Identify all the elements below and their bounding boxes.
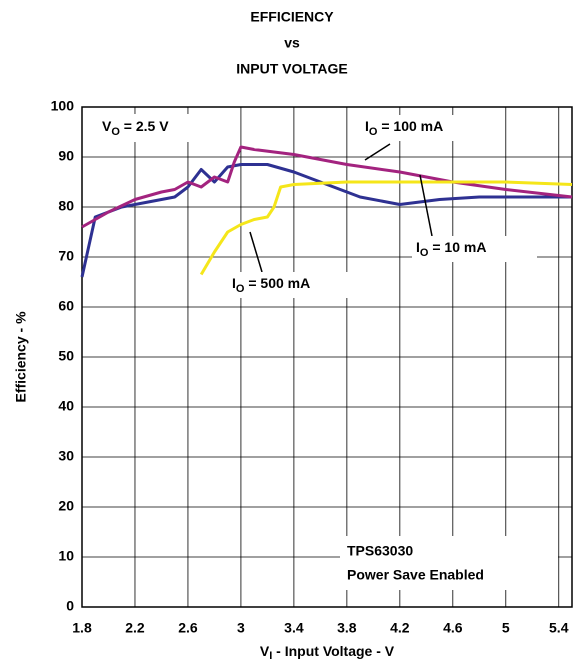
- y-tick-label: 0: [66, 598, 74, 614]
- y-tick-label: 100: [51, 98, 75, 114]
- y-tick-label: 20: [58, 498, 74, 514]
- y-tick-label: 70: [58, 248, 74, 264]
- label-box: [96, 114, 196, 142]
- y-tick-label: 60: [58, 298, 74, 314]
- plot-frame: [81, 106, 573, 608]
- annotation: Power Save Enabled: [347, 567, 484, 583]
- annotation-part: = 2.5 V: [120, 118, 169, 134]
- annotation-part: I: [232, 275, 236, 291]
- leader-line: [419, 174, 433, 237]
- annotation-part: V: [102, 118, 112, 134]
- annotation-part: = 100 mA: [377, 118, 443, 134]
- x-tick-label: 4.6: [443, 620, 463, 636]
- y-tick-label: 30: [58, 448, 74, 464]
- annotation-part: I: [365, 118, 369, 134]
- label-box: [412, 236, 537, 262]
- chart-title: INPUT VOLTAGE: [236, 61, 347, 77]
- annotation: IO = 10 mA: [416, 239, 486, 259]
- x-tick-label: 3: [237, 620, 245, 636]
- x-label-part: - Input Voltage - V: [272, 643, 395, 659]
- annotation-sub: O: [236, 283, 245, 295]
- annotation-sub: O: [420, 247, 429, 259]
- annotation-sub: O: [369, 126, 378, 138]
- annotation-part: = 10 mA: [428, 239, 486, 255]
- y-tick-label: 80: [58, 198, 74, 214]
- y-tick-label: 10: [58, 548, 74, 564]
- x-tick-label: 5.4: [549, 620, 569, 636]
- series-line: [199, 180, 573, 276]
- x-axis-label: VI - Input Voltage - V: [260, 643, 395, 662]
- x-tick-label: 3.8: [337, 620, 357, 636]
- annotation: IO = 500 mA: [232, 275, 310, 295]
- annotation: IO = 100 mA: [365, 118, 443, 138]
- series-line: [81, 145, 573, 229]
- label-box: [340, 536, 558, 590]
- annotation-part: I: [416, 239, 420, 255]
- x-tick-label: 5: [502, 620, 510, 636]
- y-tick-label: 40: [58, 398, 74, 414]
- x-label-part: V: [260, 643, 270, 659]
- label-box: [228, 272, 358, 298]
- y-tick-label: 90: [58, 148, 74, 164]
- leader-line: [364, 143, 391, 161]
- label-box: [362, 115, 492, 141]
- chart-title: EFFICIENCY: [250, 9, 334, 25]
- x-tick-label: 3.4: [284, 620, 304, 636]
- x-tick-label: 1.8: [72, 620, 92, 636]
- leader-line: [249, 231, 263, 273]
- annotation: TPS63030: [347, 543, 413, 559]
- y-axis-label: Efficiency - %: [13, 311, 29, 403]
- chart-title: vs: [284, 35, 300, 51]
- series-line: [80, 163, 572, 278]
- x-tick-label: 2.6: [178, 620, 198, 636]
- x-label-sub: I: [269, 650, 272, 662]
- annotation-part: = 500 mA: [244, 275, 310, 291]
- y-tick-label: 50: [58, 348, 74, 364]
- annotation: VO = 2.5 V: [102, 118, 169, 138]
- x-tick-label: 2.2: [125, 620, 145, 636]
- x-tick-label: 4.2: [390, 620, 410, 636]
- annotation-sub: O: [111, 126, 120, 138]
